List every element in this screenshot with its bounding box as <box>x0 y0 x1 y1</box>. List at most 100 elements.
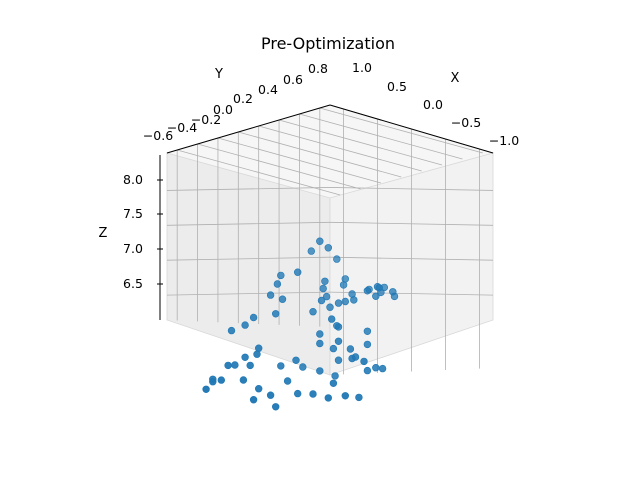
gridline <box>166 221 331 226</box>
data-point <box>283 377 292 385</box>
data-point <box>363 327 372 335</box>
data-point <box>331 372 339 380</box>
data-point <box>202 385 210 393</box>
data-point <box>316 367 324 375</box>
data-point <box>355 393 363 402</box>
y-axis-ticks: −0.6−0.4−0.20.00.2 0.4 0.6 0.8 <box>143 61 328 143</box>
x-tick-label: −1.0 <box>489 133 519 148</box>
data-point <box>372 292 380 300</box>
gridline <box>329 256 494 261</box>
y-axis-line <box>166 104 331 154</box>
data-point <box>224 361 232 370</box>
data-point <box>239 376 248 384</box>
data-point <box>317 296 326 305</box>
data-point <box>333 322 341 330</box>
z-axis-ticks: 6.5 7.0 7.5 8.0 <box>123 172 163 291</box>
x-tick-label: 0.5 <box>387 79 407 94</box>
data-point <box>277 362 285 370</box>
x-tick-label: −0.5 <box>451 115 481 130</box>
data-points <box>202 237 399 411</box>
z-tick-label: 6.5 <box>123 276 143 291</box>
data-point <box>316 237 324 245</box>
data-point <box>246 361 254 370</box>
x-tick-label: 1.0 <box>352 60 372 75</box>
x-tick-label: 0.0 <box>423 97 443 112</box>
data-point <box>341 392 349 400</box>
gridline <box>166 291 331 296</box>
data-point <box>299 363 307 371</box>
data-point <box>363 340 372 349</box>
data-point <box>324 394 332 402</box>
data-point <box>294 389 302 398</box>
data-point <box>378 364 387 373</box>
data-point <box>255 385 263 393</box>
data-point <box>241 321 249 329</box>
gridline <box>166 187 331 191</box>
data-point <box>227 326 236 335</box>
data-point <box>390 292 399 301</box>
gridline <box>319 107 483 154</box>
gridline <box>329 291 494 296</box>
gridline <box>278 119 443 166</box>
data-point <box>249 396 258 404</box>
data-point <box>341 275 349 283</box>
data-point <box>231 361 239 369</box>
data-point <box>266 391 275 399</box>
data-point <box>372 364 380 372</box>
data-point <box>363 287 372 295</box>
data-point <box>326 303 334 311</box>
data-point <box>249 313 258 322</box>
data-point <box>272 310 280 318</box>
data-point <box>294 268 302 276</box>
data-point <box>329 379 338 387</box>
data-point <box>346 345 355 353</box>
axis-lines <box>159 104 494 320</box>
data-point <box>217 376 226 384</box>
z-axis-label: Z <box>99 226 108 241</box>
data-point <box>273 280 282 288</box>
gridline <box>329 187 494 191</box>
data-point <box>316 330 324 338</box>
data-point <box>241 353 249 361</box>
data-point <box>348 354 356 363</box>
data-point <box>253 350 261 358</box>
y-tick-label: 0.4 <box>258 82 278 97</box>
gridline <box>329 221 494 226</box>
x-axis-label: X <box>451 71 460 86</box>
data-point <box>324 244 332 252</box>
data-point <box>319 284 327 293</box>
z-tick-label: 7.5 <box>123 206 143 221</box>
chart-title: Pre-Optimization <box>261 34 395 53</box>
z-tick-label: 8.0 <box>123 172 143 187</box>
data-point <box>307 247 315 255</box>
y-tick-label: 0.8 <box>308 61 328 76</box>
data-point <box>360 357 368 366</box>
data-point <box>322 292 331 301</box>
data-point <box>334 356 343 364</box>
y-axis-label: Y <box>214 67 223 82</box>
gridlines <box>166 107 494 375</box>
data-point <box>328 315 336 323</box>
data-point <box>341 297 349 306</box>
data-point <box>316 339 324 348</box>
data-point <box>329 344 338 353</box>
data-point <box>292 356 300 364</box>
y-tick-label: 0.0 <box>213 102 233 117</box>
x-axis-ticks: 1.0 0.5 0.0 −0.5 −1.0 <box>352 60 519 148</box>
x-axis-line <box>329 104 494 154</box>
gridline <box>299 113 463 160</box>
y-tick-label: −0.2 <box>191 112 221 127</box>
data-point <box>309 390 317 398</box>
data-point <box>363 366 372 375</box>
data-point <box>277 271 285 280</box>
data-point <box>278 295 287 303</box>
z-tick-label: 7.0 <box>123 241 143 256</box>
data-point <box>209 375 217 383</box>
data-point <box>309 308 317 316</box>
data-point <box>272 403 280 411</box>
y-tick-label: −0.4 <box>167 120 197 135</box>
y-tick-label: −0.6 <box>143 128 173 143</box>
data-point <box>334 337 343 345</box>
data-point <box>350 296 358 304</box>
